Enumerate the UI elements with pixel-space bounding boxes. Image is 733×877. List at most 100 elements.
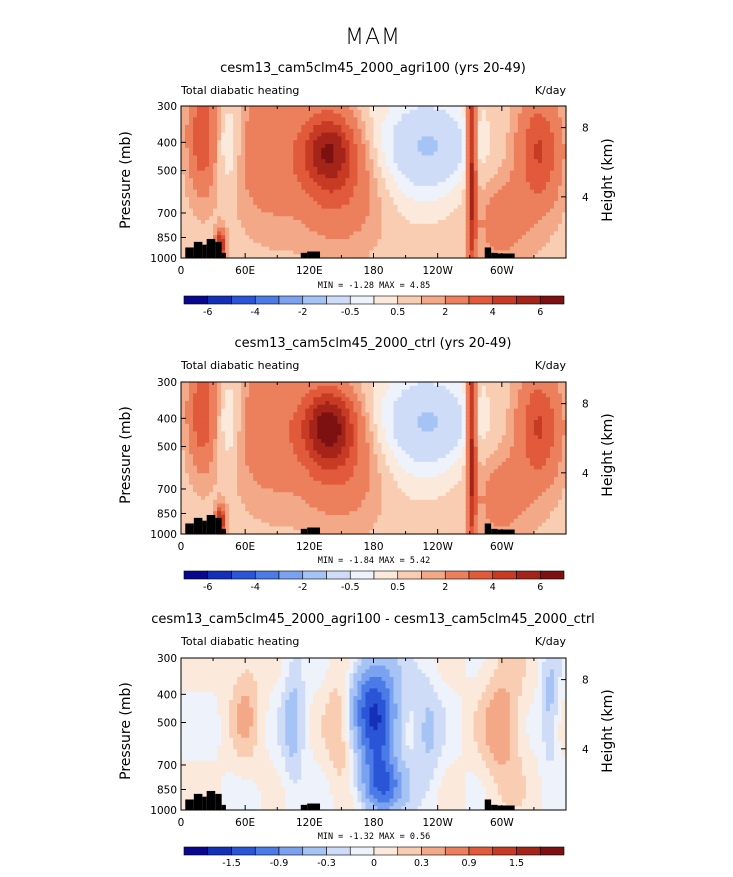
field-cell	[406, 247, 411, 251]
field-cell	[305, 193, 310, 197]
field-cell	[249, 231, 254, 235]
field-cell	[450, 228, 455, 232]
field-cell	[213, 511, 218, 515]
field-cell	[245, 114, 250, 118]
field-cell	[442, 152, 447, 156]
field-cell	[229, 386, 234, 390]
field-cell	[474, 212, 479, 216]
field-cell	[245, 492, 250, 496]
field-cell	[546, 193, 551, 197]
field-cell	[269, 231, 274, 235]
field-cell	[249, 393, 254, 397]
field-cell	[458, 136, 463, 140]
field-cell	[394, 209, 399, 213]
field-cell	[309, 216, 314, 220]
field-cell	[181, 171, 186, 175]
field-cell	[245, 136, 250, 140]
field-cell	[293, 197, 298, 201]
field-cell	[257, 469, 262, 473]
field-cell	[265, 106, 270, 110]
field-cell	[357, 243, 362, 247]
field-cell	[394, 106, 399, 110]
field-cell	[245, 496, 250, 500]
field-cell	[269, 212, 274, 216]
field-cell	[361, 155, 366, 159]
field-cell	[418, 197, 423, 201]
field-cell	[325, 106, 330, 110]
field-cell	[277, 148, 282, 152]
field-cell	[233, 504, 238, 508]
field-cell	[554, 129, 559, 133]
field-cell	[181, 485, 186, 489]
field-cell	[502, 125, 507, 129]
field-cell	[185, 209, 190, 213]
x-tick-label: 60E	[235, 265, 255, 277]
field-cell	[550, 190, 555, 194]
field-cell	[281, 125, 286, 129]
field-cell	[498, 155, 503, 159]
field-cell	[189, 500, 194, 504]
field-cell	[554, 110, 559, 114]
field-cell	[438, 114, 443, 118]
field-cell	[217, 182, 222, 186]
field-cell	[181, 393, 186, 397]
field-cell	[329, 125, 334, 129]
field-cell	[337, 205, 342, 209]
field-cell	[510, 182, 515, 186]
field-cell	[261, 500, 266, 504]
field-cell	[386, 247, 391, 251]
field-cell	[498, 193, 503, 197]
field-cell	[209, 231, 214, 235]
field-cell	[285, 443, 290, 447]
field-cell	[337, 117, 342, 121]
field-cell	[422, 220, 427, 224]
field-cell	[442, 155, 447, 159]
field-cell	[357, 231, 362, 235]
field-cell	[321, 193, 326, 197]
field-cell	[185, 401, 190, 405]
field-cell	[390, 178, 395, 182]
field-cell	[506, 163, 511, 167]
field-cell	[269, 477, 274, 481]
field-cell	[474, 110, 479, 114]
field-cell	[269, 424, 274, 428]
field-cell	[285, 409, 290, 413]
field-cell	[462, 228, 467, 232]
field-cell	[430, 125, 435, 129]
field-cell	[261, 110, 266, 114]
field-cell	[466, 174, 471, 178]
field-cell	[454, 174, 459, 178]
field-cell	[353, 133, 358, 137]
field-cell	[329, 129, 334, 133]
field-cell	[510, 178, 515, 182]
field-cell	[233, 390, 238, 394]
field-cell	[470, 216, 475, 220]
field-cell	[426, 224, 431, 228]
field-cell	[538, 190, 543, 194]
field-cell	[418, 224, 423, 228]
field-cell	[554, 117, 559, 121]
field-cell	[530, 159, 535, 163]
field-cell	[365, 228, 370, 232]
field-cell	[550, 243, 555, 247]
field-cell	[241, 216, 246, 220]
field-cell	[193, 416, 198, 420]
field-cell	[510, 186, 515, 190]
field-cell	[229, 443, 234, 447]
field-cell	[201, 401, 206, 405]
field-cell	[474, 117, 479, 121]
field-cell	[430, 182, 435, 186]
field-cell	[534, 216, 539, 220]
field-cell	[341, 159, 346, 163]
field-cell	[422, 174, 427, 178]
field-cell	[317, 235, 322, 239]
field-cell	[233, 136, 238, 140]
field-cell	[185, 469, 190, 473]
field-cell	[522, 216, 527, 220]
field-cell	[414, 224, 419, 228]
field-cell	[189, 205, 194, 209]
field-cell	[518, 148, 523, 152]
field-cell	[462, 125, 467, 129]
field-cell	[289, 201, 294, 205]
field-cell	[233, 174, 238, 178]
